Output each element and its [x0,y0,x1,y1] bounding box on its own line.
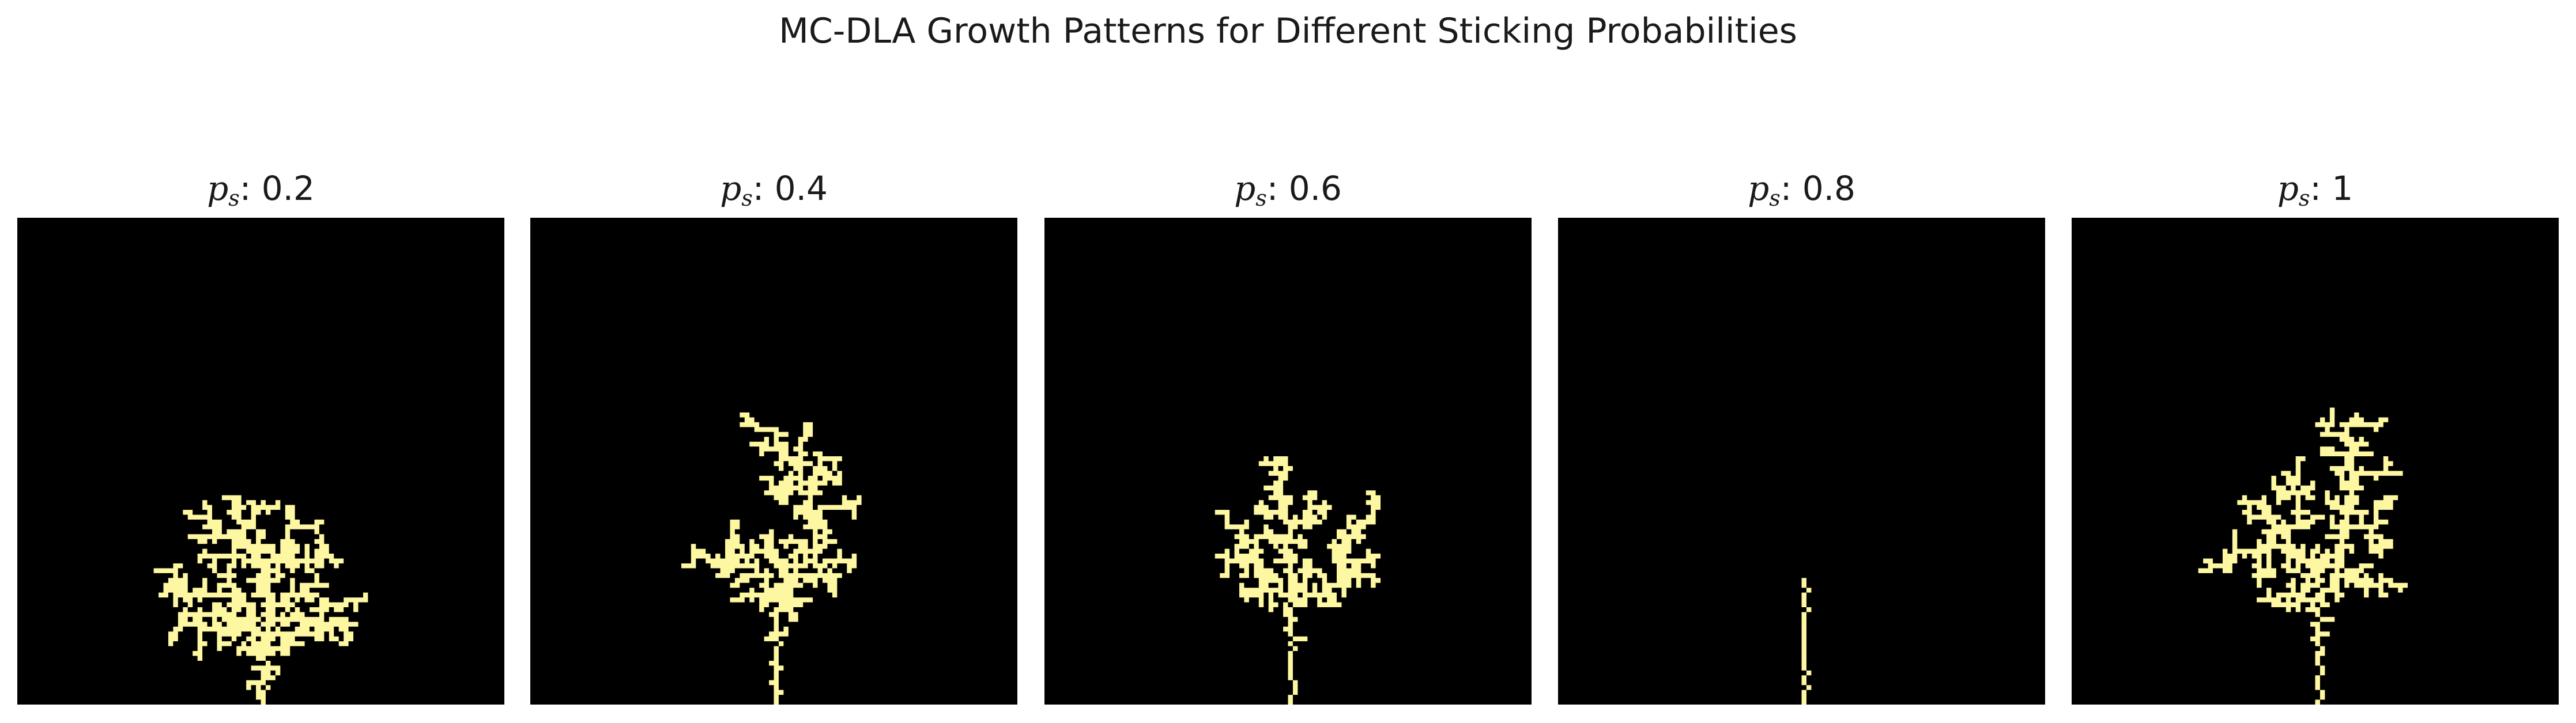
panel-title-1: ps: 0.2 [17,168,504,218]
dla-panel-3 [1044,218,1532,705]
figure-title: MC-DLA Growth Patterns for Different Sti… [779,11,1797,51]
panel-title-4: ps: 0.8 [1558,168,2045,218]
panel-title-5: ps: 1 [2072,168,2559,218]
panel-title-1-value: : 0.2 [239,169,315,208]
dla-panel-4-canvas [1558,218,2045,705]
panel-title-5-subscript: s [2298,186,2310,211]
panel-title-2-subscript: s [741,186,753,211]
panel-title-2-value: : 0.4 [752,169,828,208]
panel-title-5-value: : 1 [2310,169,2354,208]
panel-title-3: ps: 0.6 [1044,168,1532,218]
panel-title-4-subscript: s [1769,186,1781,211]
panel-title-3-value: : 0.6 [1266,169,1342,208]
dla-panel-2-aggregate [681,412,862,705]
dla-panel-5 [2072,218,2559,705]
dla-panel-5-canvas [2072,218,2559,705]
dla-panel-3-canvas [1044,218,1532,705]
dla-panel-4 [1558,218,2045,705]
panel-title-1-subscript: s [228,186,240,211]
dla-panel-1-aggregate [153,495,368,705]
panel-title-4-symbol: p [1748,169,1770,208]
dla-panel-3-aggregate [1215,456,1381,705]
panel-title-4-value: : 0.8 [1780,169,1855,208]
dla-panel-1 [17,218,504,705]
dla-panel-2-canvas [530,218,1017,705]
dla-panel-5-aggregate [2198,407,2408,705]
panel-title-3-subscript: s [1255,186,1267,211]
dla-panel-2 [530,218,1017,705]
dla-panel-1-canvas [17,218,504,705]
panel-title-2-symbol: p [720,169,742,208]
dla-panel-4-aggregate [1801,578,1812,705]
panel-title-5-symbol: p [2277,169,2299,208]
panel-title-3-symbol: p [1234,169,1256,208]
panel-title-2: ps: 0.4 [530,168,1017,218]
panel-title-1-symbol: p [207,169,229,208]
